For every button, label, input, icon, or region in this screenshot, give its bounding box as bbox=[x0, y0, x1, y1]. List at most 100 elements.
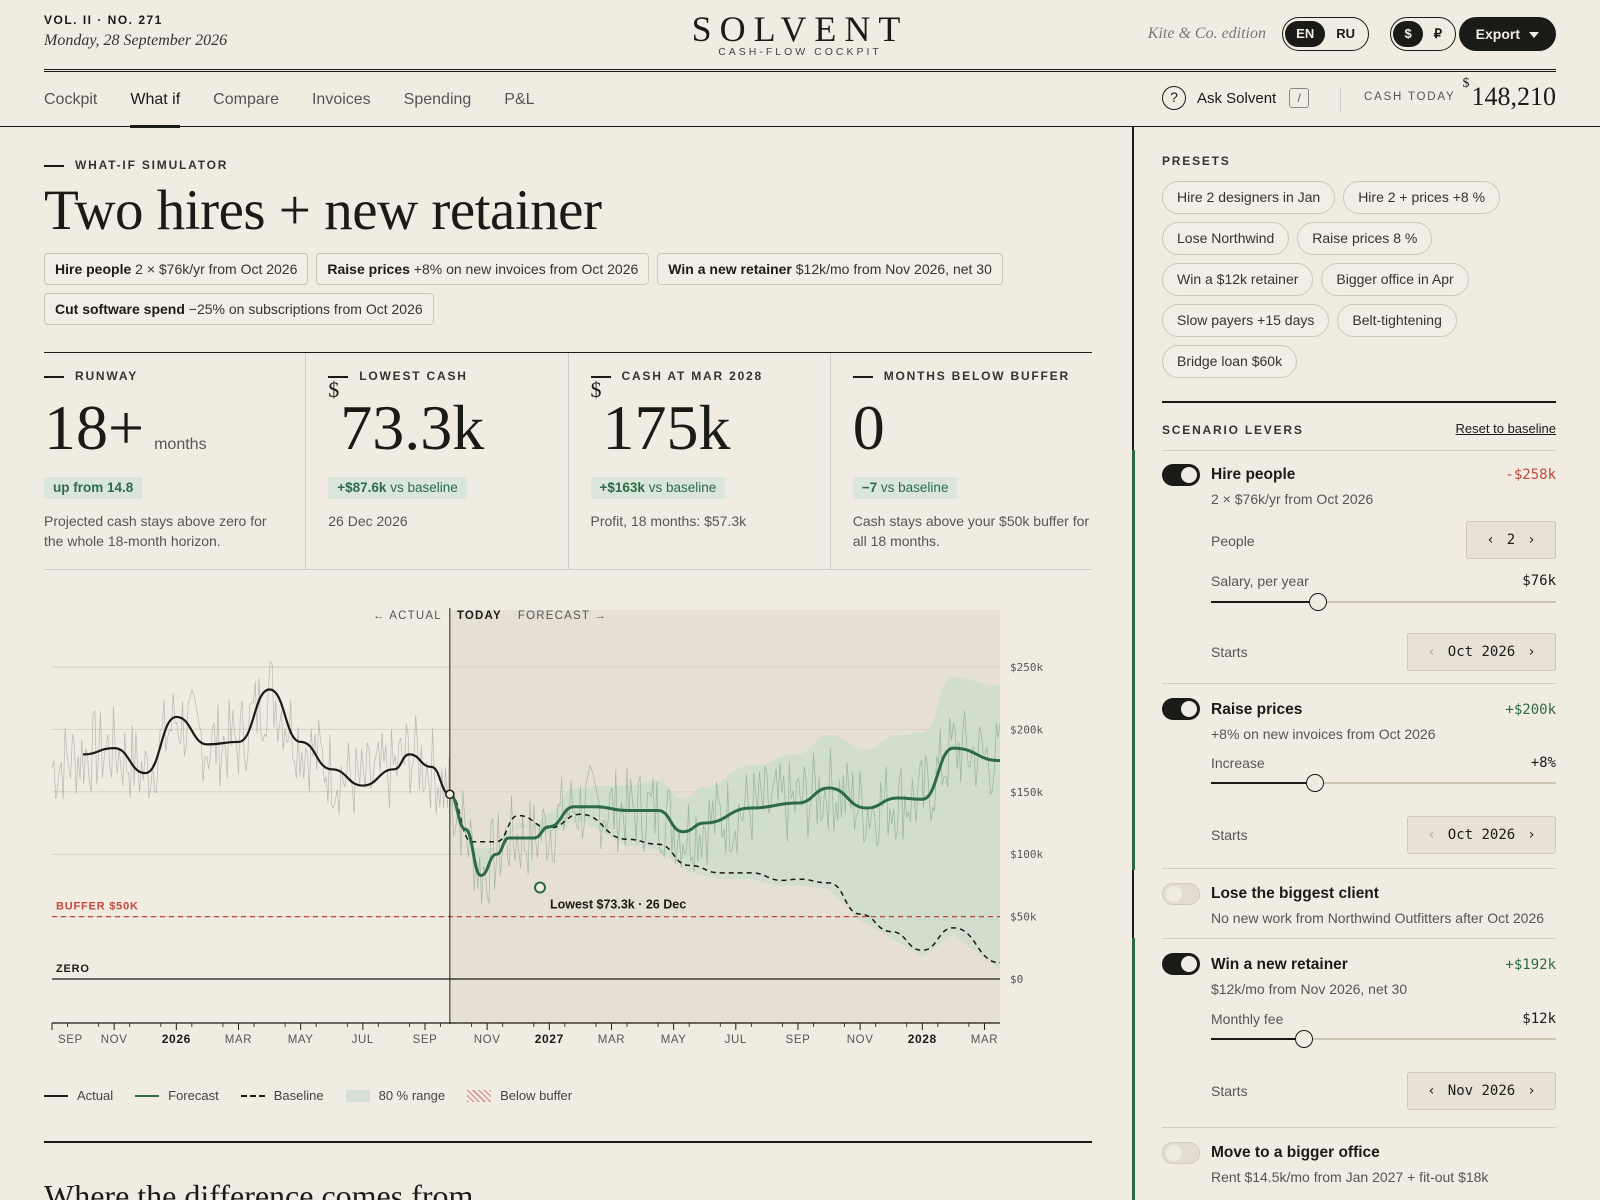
field-label: Starts bbox=[1211, 644, 1248, 660]
tab-spending[interactable]: Spending bbox=[403, 91, 472, 108]
lang-en-button[interactable]: EN bbox=[1285, 21, 1326, 47]
preset-chip[interactable]: Win a $12k retainer bbox=[1162, 263, 1314, 296]
chart-legend: Actual Forecast Baseline 80 % range Belo… bbox=[44, 1088, 594, 1103]
chevron-left-icon[interactable]: ‹ bbox=[1427, 1083, 1436, 1099]
stepper-value: Oct 2026 bbox=[1447, 827, 1516, 843]
kpi-label: LOWEST CASH bbox=[328, 369, 467, 383]
chip-hire-people[interactable]: Hire people 2 × $76k/yr from Oct 2026 bbox=[44, 253, 309, 285]
salary-slider[interactable] bbox=[1211, 593, 1556, 611]
preset-chip[interactable]: Hire 2 + prices +8 % bbox=[1343, 181, 1501, 214]
chevron-left-icon[interactable]: ‹ bbox=[1427, 644, 1436, 660]
badge-text: vs baseline bbox=[386, 480, 458, 495]
ask-solvent-label: Ask Solvent bbox=[1197, 89, 1277, 107]
forecast-header: FORECAST → bbox=[518, 610, 607, 622]
lang-ru-button[interactable]: RU bbox=[1336, 26, 1355, 41]
levers-label: SCENARIO LEVERS bbox=[1162, 423, 1304, 437]
masthead: VOL. II · NO. 271 Monday, 28 September 2… bbox=[44, 0, 1556, 72]
cash-forecast-chart[interactable]: BUFFER $50K ZERO ← ACTUAL TODAY FORECAST → Lo… bbox=[44, 600, 1084, 1070]
logo: SOLVENT bbox=[691, 9, 909, 49]
x-tick-label: 2027 bbox=[535, 1032, 564, 1046]
currency-usd-button[interactable]: $ bbox=[1393, 21, 1423, 47]
lever-toggle[interactable] bbox=[1162, 1142, 1200, 1164]
lowest-point bbox=[533, 881, 546, 894]
tab-what-if[interactable]: What if bbox=[130, 72, 180, 128]
issue-date: Monday, 28 September 2026 bbox=[44, 32, 228, 49]
legend-below-buffer: Below buffer bbox=[467, 1088, 572, 1103]
preset-chip[interactable]: Raise prices 8 % bbox=[1297, 222, 1433, 255]
start-date-stepper[interactable]: ‹ Oct 2026 › bbox=[1407, 633, 1556, 671]
preset-chip[interactable]: Belt-tightening bbox=[1337, 304, 1457, 337]
section-heading: Where the difference comes from bbox=[44, 1178, 474, 1200]
start-date-stepper[interactable]: ‹ Oct 2026 › bbox=[1407, 816, 1556, 854]
lever-toggle[interactable] bbox=[1162, 883, 1200, 905]
kpi-cash-at-end: CASH AT MAR 2028 $175k +$163k vs baselin… bbox=[569, 353, 831, 569]
tab-list: Cockpit What if Compare Invoices Spendin… bbox=[44, 72, 568, 128]
badge-value: +$163k bbox=[599, 480, 645, 495]
people-stepper[interactable]: ‹ 2 › bbox=[1466, 521, 1556, 559]
fee-slider[interactable] bbox=[1211, 1030, 1556, 1048]
currency-rub-button[interactable]: ₽ bbox=[1433, 26, 1442, 41]
chevron-right-icon[interactable]: › bbox=[1527, 644, 1536, 660]
export-button[interactable]: Export bbox=[1458, 17, 1556, 51]
start-date-stepper[interactable]: ‹ Nov 2026 › bbox=[1407, 1072, 1556, 1110]
preset-chip[interactable]: Lose Northwind bbox=[1162, 222, 1290, 255]
x-tick-label: SEP bbox=[786, 1034, 811, 1046]
lever-toggle[interactable] bbox=[1162, 464, 1200, 486]
lever-toggle[interactable] bbox=[1162, 698, 1200, 720]
kpi-number: 0 bbox=[852, 392, 885, 463]
lever-impact: +$200k bbox=[1505, 702, 1556, 718]
ask-solvent-button[interactable]: ? Ask Solvent / bbox=[1162, 86, 1310, 110]
cash-today-value: $148,210 bbox=[1463, 76, 1557, 112]
preset-chip[interactable]: Bigger office in Apr bbox=[1321, 263, 1469, 296]
reset-baseline-link[interactable]: Reset to baseline bbox=[1455, 421, 1556, 436]
actual-daily-noise bbox=[51, 660, 450, 815]
active-lever-accent bbox=[1132, 450, 1135, 870]
slider-fill bbox=[1211, 782, 1315, 784]
slider-handle[interactable] bbox=[1295, 1030, 1314, 1048]
chip-text: 2 × $76k/yr from Oct 2026 bbox=[131, 261, 298, 277]
x-tick-label: JUL bbox=[352, 1034, 374, 1046]
lever-name: Raise prices bbox=[1211, 701, 1303, 718]
x-tick-label: MAR bbox=[971, 1034, 998, 1046]
preset-chip[interactable]: Bridge loan $60k bbox=[1162, 345, 1298, 378]
chip-cut-software[interactable]: Cut software spend −25% on subscriptions… bbox=[44, 293, 434, 325]
increase-slider[interactable] bbox=[1211, 774, 1556, 792]
kpi-note: Cash stays above your $50k buffer for al… bbox=[852, 513, 1090, 549]
language-switch: EN RU bbox=[1282, 17, 1369, 51]
lever-description: No new work from Northwind Outfitters af… bbox=[1211, 910, 1545, 926]
kpi-note: Profit, 18 months: $57.3k bbox=[590, 513, 747, 529]
lever-name: Win a new retainer bbox=[1211, 956, 1348, 973]
badge-value: +$87.6k bbox=[337, 480, 387, 495]
lever-toggle[interactable] bbox=[1162, 953, 1200, 975]
chevron-right-icon[interactable]: › bbox=[1527, 1083, 1536, 1099]
tab-cockpit[interactable]: Cockpit bbox=[44, 91, 98, 108]
preset-chip[interactable]: Slow payers +15 days bbox=[1162, 304, 1330, 337]
presets-label: PRESETS bbox=[1162, 154, 1231, 168]
lowest-label: Lowest $73.3k · 26 Dec bbox=[550, 898, 686, 912]
x-tick-label: 2026 bbox=[162, 1032, 191, 1046]
chevron-right-icon[interactable]: › bbox=[1527, 532, 1536, 548]
lever-impact: +$192k bbox=[1505, 957, 1556, 973]
slider-handle[interactable] bbox=[1305, 774, 1324, 792]
zero-label: ZERO bbox=[56, 963, 90, 975]
x-tick-label: JUL bbox=[725, 1034, 747, 1046]
divider bbox=[1340, 87, 1341, 113]
chevron-left-icon[interactable]: ‹ bbox=[1486, 532, 1495, 548]
chip-new-retainer[interactable]: Win a new retainer $12k/mo from Nov 2026… bbox=[657, 253, 1003, 285]
kpi-label: MONTHS BELOW BUFFER bbox=[853, 369, 1070, 383]
lever-name: Hire people bbox=[1211, 466, 1296, 483]
range-band bbox=[449, 677, 1000, 970]
tab-compare[interactable]: Compare bbox=[213, 91, 279, 108]
tab-invoices[interactable]: Invoices bbox=[311, 91, 371, 108]
preset-chip[interactable]: Hire 2 designers in Jan bbox=[1162, 181, 1336, 214]
x-tick-label: NOV bbox=[847, 1034, 874, 1046]
baseline-line bbox=[449, 793, 1001, 964]
chevron-right-icon[interactable]: › bbox=[1527, 827, 1536, 843]
kpi-badge: +$163k vs baseline bbox=[590, 477, 726, 499]
chevron-left-icon[interactable]: ‹ bbox=[1427, 827, 1436, 843]
slider-handle[interactable] bbox=[1308, 593, 1327, 611]
actual-header: ← ACTUAL bbox=[373, 610, 442, 622]
lever-hire-people: Hire people 2 × $76k/yr from Oct 2026 -$… bbox=[1162, 450, 1556, 683]
tab-pnl[interactable]: P&L bbox=[504, 91, 535, 108]
chip-raise-prices[interactable]: Raise prices +8% on new invoices from Oc… bbox=[316, 253, 650, 285]
